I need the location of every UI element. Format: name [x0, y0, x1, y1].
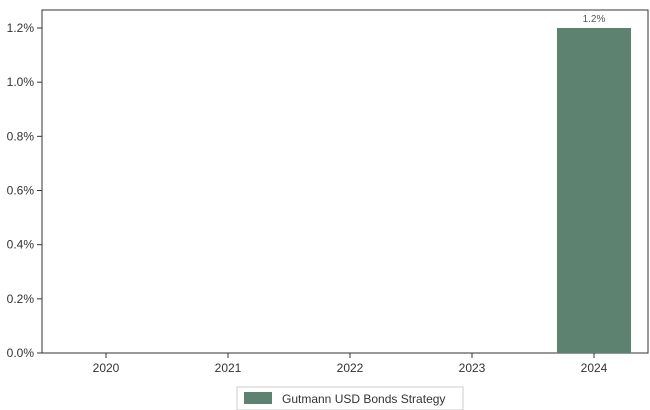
x-tick-label: 2022: [337, 361, 364, 375]
x-tick-label: 2020: [93, 361, 120, 375]
bars-group: [557, 28, 631, 353]
y-tick-label: 0.8%: [7, 129, 35, 143]
y-tick-label: 0.2%: [7, 292, 35, 306]
x-tick-label: 2024: [581, 361, 608, 375]
y-tick-label: 0.4%: [7, 238, 35, 252]
x-axis: 2020 2021 2022 2023 2024: [93, 353, 608, 375]
x-tick-label: 2021: [215, 361, 242, 375]
y-tick-label: 0.6%: [7, 184, 35, 198]
y-tick-label: 1.2%: [7, 21, 35, 35]
bar-data-label: 1.2%: [583, 14, 606, 25]
x-tick-label: 2023: [459, 361, 486, 375]
bar: [557, 28, 631, 353]
legend-swatch: [244, 392, 272, 404]
plot-area-frame: [41, 9, 649, 354]
legend: Gutmann USD Bonds Strategy: [236, 386, 464, 410]
legend-label: Gutmann USD Bonds Strategy: [282, 392, 445, 406]
y-tick-label: 1.0%: [7, 75, 35, 89]
y-axis: 0.0% 0.2% 0.4% 0.6% 0.8% 1.0% 1.2%: [7, 21, 42, 360]
legend-frame: [236, 386, 464, 410]
data-labels-group: 1.2%: [583, 14, 606, 25]
y-tick-label: 0.0%: [7, 346, 35, 360]
